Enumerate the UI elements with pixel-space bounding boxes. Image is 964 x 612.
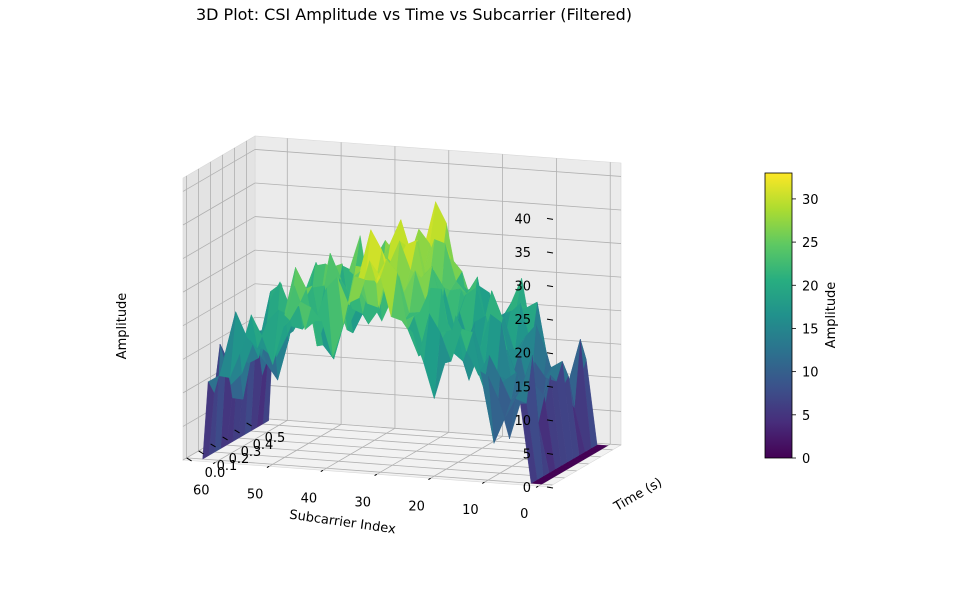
colorbar-ticks: 0 5 10 15 20 25 30 — [792, 193, 819, 467]
z-tick — [546, 385, 554, 388]
x-tick — [428, 477, 431, 480]
y-tick — [222, 436, 228, 441]
colorbar-tick-label: 15 — [802, 322, 819, 337]
z-tick — [546, 452, 554, 455]
colorbar-tick-label: 0 — [802, 452, 810, 467]
z-tick — [546, 217, 554, 220]
colorbar — [764, 172, 793, 459]
y-tick — [234, 429, 240, 434]
surface-patch — [202, 380, 215, 460]
side-grid-z — [182, 283, 256, 327]
floor-grid-y — [186, 457, 553, 486]
z-tick-label: 30 — [514, 280, 531, 295]
x-tick — [266, 465, 270, 469]
z-tick — [546, 419, 554, 422]
floor-grid-x — [322, 427, 396, 471]
z-tick-label: 40 — [514, 212, 531, 227]
floor-grid-y — [210, 443, 577, 472]
x-tick-label: 10 — [462, 503, 479, 518]
colorbar-tick-label: 10 — [802, 366, 819, 381]
y-tick-label: 0.1 — [217, 459, 238, 474]
z-tick-label: 20 — [514, 347, 531, 362]
axes-group: 051015202530354001020304050600.00.10.20.… — [186, 212, 554, 522]
x-tick-label: 20 — [408, 499, 425, 514]
back-grid-z — [254, 182, 622, 211]
side-grid-z — [182, 216, 256, 259]
chart-title: 3D Plot: CSI Amplitude vs Time vs Subcar… — [196, 5, 632, 24]
x-tick — [535, 485, 539, 488]
x-axis-label: Subcarrier Index — [288, 508, 397, 538]
z-axis-label: Amplitude — [115, 293, 130, 360]
x-tick-label: 0 — [520, 507, 528, 522]
y-tick-label: 0.3 — [241, 445, 262, 460]
y-tick — [198, 450, 204, 455]
floor-grid-x — [376, 431, 449, 475]
floor-grid-x — [268, 424, 342, 467]
z-tick-label: 5 — [523, 447, 531, 462]
x-tick — [374, 473, 378, 476]
x-tick — [212, 461, 216, 465]
floor-grid-x — [430, 435, 503, 479]
side-grid-z — [182, 182, 256, 226]
y-tick-label: 0.0 — [205, 466, 226, 481]
side-grid-z — [182, 316, 256, 360]
z-tick-label: 15 — [514, 380, 531, 395]
colorbar-label: Amplitude — [824, 282, 839, 349]
y-tick-label: 0.2 — [229, 452, 250, 467]
x-tick-label: 60 — [193, 483, 210, 498]
y-axis-label: Time (s) — [611, 475, 665, 515]
colorbar-tick-label: 5 — [802, 409, 810, 424]
z-tick — [546, 486, 554, 489]
z-tick — [546, 251, 554, 254]
x-tick-label: 40 — [301, 491, 318, 506]
colorbar-tick-label: 30 — [802, 193, 819, 208]
y-tick — [186, 457, 192, 462]
z-tick-label: 25 — [514, 313, 531, 328]
x-tick-label: 50 — [247, 487, 264, 502]
z-tick-label: 35 — [514, 246, 531, 261]
colorbar-tick-label: 25 — [802, 236, 819, 251]
x-tick — [320, 469, 324, 473]
z-tick — [546, 285, 554, 288]
floor-grid-y — [198, 450, 565, 479]
z-tick-label: 0 — [523, 481, 531, 496]
z-tick — [546, 352, 554, 355]
side-grid-z — [182, 249, 256, 293]
floor-grid-y — [222, 436, 589, 465]
back-grid-z — [254, 149, 622, 177]
z-tick-label: 10 — [514, 414, 531, 429]
z-tick — [546, 318, 554, 321]
colorbar-tick-label: 20 — [802, 279, 819, 294]
y-tick-label: 0.5 — [265, 431, 286, 446]
y-tick — [246, 422, 252, 427]
side-grid-z — [182, 149, 256, 192]
floor-grid-x — [215, 420, 288, 463]
y-tick — [210, 443, 216, 448]
y-tick-label: 0.4 — [253, 438, 274, 453]
x-tick-label: 30 — [354, 495, 371, 510]
surface-plot — [202, 200, 609, 485]
x-tick — [481, 481, 485, 484]
